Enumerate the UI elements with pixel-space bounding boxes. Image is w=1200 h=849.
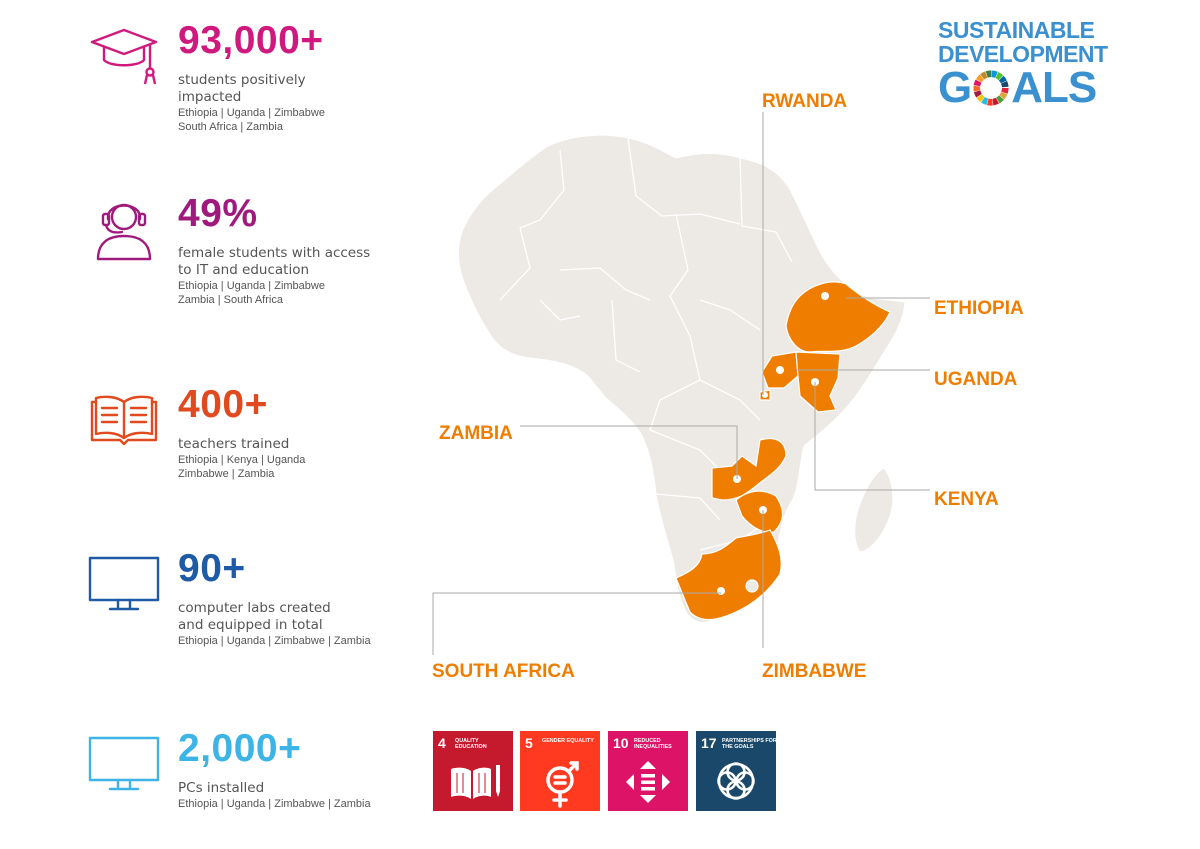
sdg-logo-line1: SUSTAINABLE — [938, 17, 1095, 43]
zimbabwe-shape — [735, 490, 784, 533]
stat-description: students positively impacted — [178, 72, 306, 105]
sdg-goal-name: Reduced Inequalities — [634, 738, 672, 750]
stat-description: female students with access to IT and ed… — [178, 245, 371, 278]
africa-map: RWANDA ETHIOPIA UGANDA ZAMBIA KENYA SOUT… — [432, 91, 1024, 682]
stat-text: PCs installed Ethiopia | Uganda | Zimbab… — [178, 780, 408, 811]
stat-value: 2,000+ — [178, 727, 302, 770]
leader-lines — [432, 112, 930, 655]
stat-text: computer labs created and equipped in to… — [178, 600, 408, 648]
female-student-headset-icon — [96, 203, 152, 261]
sdg-goal-number: 17 — [701, 735, 717, 751]
sdg-goal-17-tile: 17 Partnerships for the Goals — [696, 731, 777, 811]
sdg-logo: SUSTAINABLE DEVELOPMENT G — [938, 18, 1108, 113]
capital-markers — [717, 292, 829, 595]
stat-description: teachers trained — [178, 436, 290, 452]
sdg-goal-10-tile: 10 Reduced Inequalities — [608, 731, 688, 811]
stat-value: 90+ — [178, 547, 246, 590]
reduced-inequalities-icon — [626, 761, 670, 803]
sdg-goal-number: 5 — [525, 735, 533, 751]
stat-text: teachers trained Ethiopia | Kenya | Ugan… — [178, 436, 408, 481]
label-kenya: KENYA — [934, 489, 999, 510]
label-rwanda: RWANDA — [762, 91, 847, 112]
ethiopia-capital-dot — [821, 292, 829, 300]
internal-borders — [499, 137, 793, 551]
sdg-goal-number: 10 — [613, 735, 629, 751]
gender-equality-icon — [546, 761, 579, 808]
monitor-icon — [88, 556, 160, 611]
stat-text: students positively impacted Ethiopia | … — [178, 72, 408, 134]
stat-countries-line: Ethiopia | Uganda | Zimbabwe — [178, 280, 325, 292]
monitor-icon — [88, 736, 160, 791]
country-labels: RWANDA ETHIOPIA UGANDA ZAMBIA KENYA SOUT… — [432, 91, 1024, 682]
stat-text: female students with access to IT and ed… — [178, 245, 408, 307]
zambia-shape — [711, 437, 787, 501]
graduation-cap-icon — [90, 28, 158, 85]
highlighted-countries — [675, 281, 891, 621]
stat-countries-line: Zambia | South Africa — [178, 294, 283, 306]
sdg-goal-name: Partnerships for the Goals — [722, 738, 777, 750]
label-ethiopia: ETHIOPIA — [934, 298, 1024, 319]
open-book-icon — [90, 395, 158, 446]
sdg-color-wheel-icon — [973, 70, 1009, 106]
stat-description: PCs installed — [178, 780, 265, 796]
stat-countries-line: Ethiopia | Uganda | Zimbabwe | Zambia — [178, 635, 371, 647]
south-africa-capital-dot — [717, 587, 725, 595]
partnership-rings-icon — [717, 762, 755, 800]
stat-countries-line: Ethiopia | Kenya | Uganda — [178, 454, 306, 466]
stat-countries-line: Ethiopia | Uganda | Zimbabwe | Zambia — [178, 798, 371, 810]
stat-countries-line: Ethiopia | Uganda | Zimbabwe — [178, 107, 325, 119]
uganda-capital-dot — [776, 366, 784, 374]
stat-countries-line: Zimbabwe | Zambia — [178, 468, 275, 480]
sdg-logo-line2: DEVELOPMENT — [938, 41, 1108, 67]
ethiopia-shape — [785, 281, 891, 353]
sdg-goal-name: Gender Equality — [542, 738, 594, 744]
stat-description: computer labs created and equipped in to… — [178, 600, 331, 633]
sdg-logo-goals: G — [938, 66, 1108, 110]
sdg-logo-g: G — [938, 63, 972, 112]
sdg-goal-number: 4 — [438, 735, 446, 751]
sdg-logo-als: ALS — [1011, 63, 1097, 112]
sdg-goal-4-tile: 4 Quality Education — [433, 731, 513, 811]
label-uganda: UGANDA — [934, 369, 1018, 390]
label-zambia: ZAMBIA — [439, 423, 513, 444]
stat-value: 400+ — [178, 383, 268, 426]
sdg-goal-name: Quality Education — [455, 738, 487, 750]
label-south-africa: SOUTH AFRICA — [432, 661, 575, 682]
stat-value: 49% — [178, 192, 258, 235]
stat-value: 93,000+ — [178, 19, 324, 62]
label-zimbabwe: ZIMBABWE — [762, 661, 866, 682]
stat-countries-line: South Africa | Zambia — [178, 121, 283, 133]
book-pencil-icon — [451, 765, 500, 799]
sdg-goal-5-tile: 5 Gender Equality — [520, 731, 600, 811]
south-africa-shape — [675, 529, 782, 621]
lesotho-marker — [745, 579, 759, 593]
